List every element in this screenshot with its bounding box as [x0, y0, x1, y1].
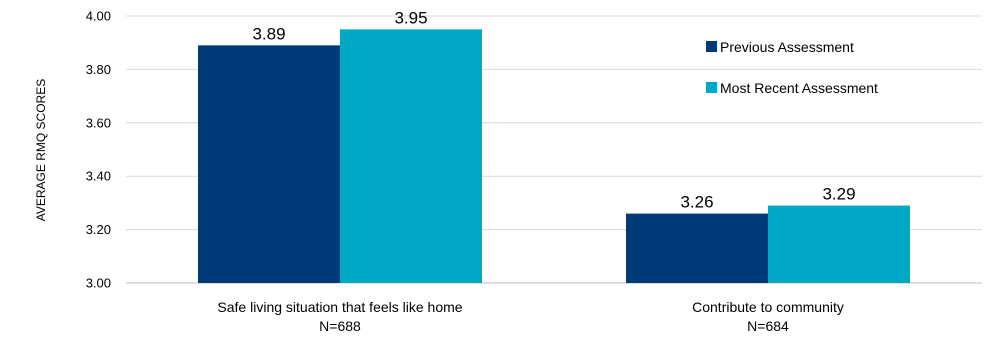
y-tick-label: 3.20	[86, 222, 111, 237]
data-label: 3.89	[252, 24, 285, 43]
legend-swatch	[706, 41, 717, 52]
y-tick-label: 3.80	[86, 62, 111, 77]
bars	[198, 29, 910, 284]
x-category-label: Contribute to community	[692, 299, 844, 315]
bar	[198, 45, 340, 284]
data-label: 3.95	[394, 8, 427, 27]
x-axis-categories: Safe living situation that feels like ho…	[217, 299, 843, 334]
legend-label: Previous Assessment	[720, 39, 854, 55]
y-tick-label: 3.40	[86, 169, 111, 184]
legend-label: Most Recent Assessment	[720, 80, 878, 96]
y-axis-ticks: 3.00 3.20 3.40 3.60 3.80 4.00	[86, 9, 111, 291]
bar	[340, 29, 482, 283]
y-axis-title: AVERAGE RMQ SCORES	[34, 79, 48, 221]
x-category-label: Safe living situation that feels like ho…	[217, 299, 462, 315]
y-tick-label: 3.60	[86, 115, 111, 130]
data-label: 3.29	[822, 185, 855, 204]
legend: Previous Assessment Most Recent Assessmen…	[706, 39, 878, 96]
y-tick-label: 4.00	[86, 9, 111, 24]
x-category-sample-size: N=684	[747, 318, 789, 334]
x-category-sample-size: N=688	[319, 318, 361, 334]
data-label: 3.26	[680, 193, 713, 212]
bar	[626, 213, 768, 283]
bar	[768, 205, 910, 283]
legend-swatch	[706, 82, 717, 93]
y-tick-label: 3.00	[86, 276, 111, 291]
data-labels: 3.89 3.95 3.26 3.29	[252, 8, 855, 211]
